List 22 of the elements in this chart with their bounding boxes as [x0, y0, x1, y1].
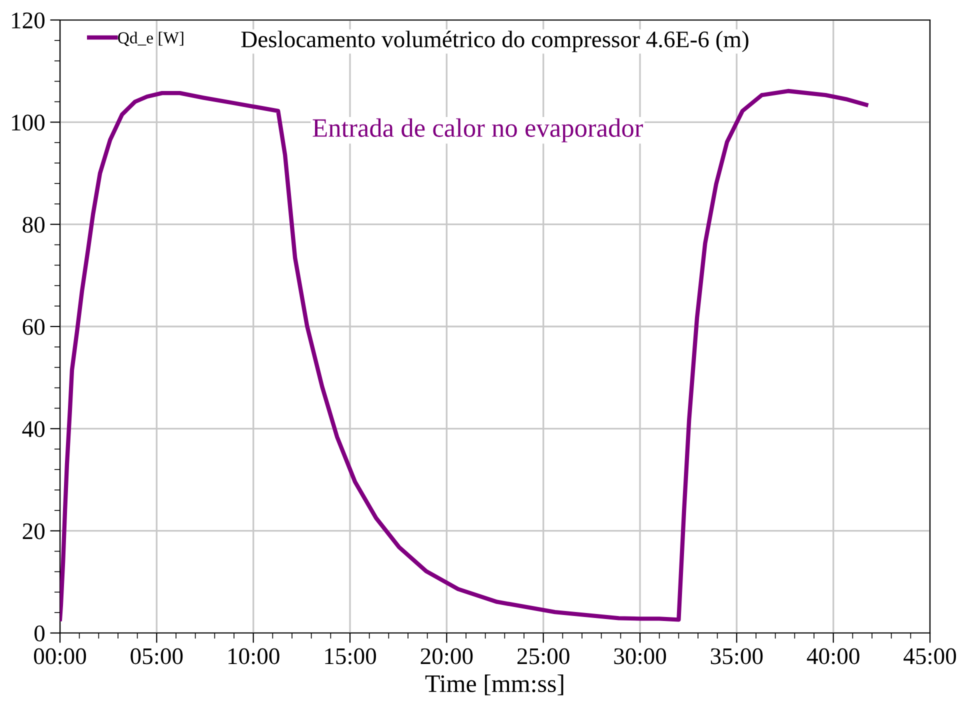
y-tick-label: 80 — [22, 216, 45, 233]
y-tick-label: 0 — [34, 625, 45, 642]
x-tick-label: 15:00 — [325, 648, 376, 664]
x-tick-label: 25:00 — [517, 648, 570, 664]
x-axis-title: Time [mm:ss] — [425, 674, 564, 696]
annotation: Entrada de calor no evaporador — [312, 118, 643, 142]
y-tick-label: 120 — [12, 12, 45, 28]
x-tick-label: 10:00 — [228, 648, 280, 664]
x-tick-label: 05:00 — [130, 648, 183, 664]
line-series — [60, 88, 868, 622]
x-tick-label: 20:00 — [420, 648, 473, 664]
annotation: Deslocamento volumétrico do compressor 4.6E-6 (m) — [241, 30, 748, 52]
y-tick-label: 60 — [22, 318, 45, 335]
y-tick-label: 100 — [12, 114, 45, 131]
y-tick-label: 40 — [22, 421, 45, 438]
x-tick-label: 45:00 — [904, 648, 956, 664]
x-tick-label: 35:00 — [710, 648, 763, 664]
y-tick-label: 20 — [22, 523, 45, 540]
x-tick-label: 00:00 — [34, 648, 86, 664]
x-tick-label: 40:00 — [806, 648, 860, 664]
legend-label: Qd_e [W] — [118, 32, 184, 46]
x-tick-label: 30:00 — [614, 648, 666, 664]
